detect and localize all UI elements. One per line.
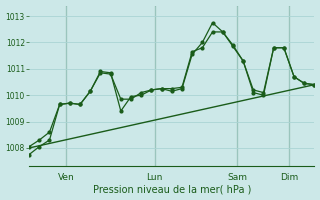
X-axis label: Pression niveau de la mer( hPa ): Pression niveau de la mer( hPa )	[92, 184, 251, 194]
